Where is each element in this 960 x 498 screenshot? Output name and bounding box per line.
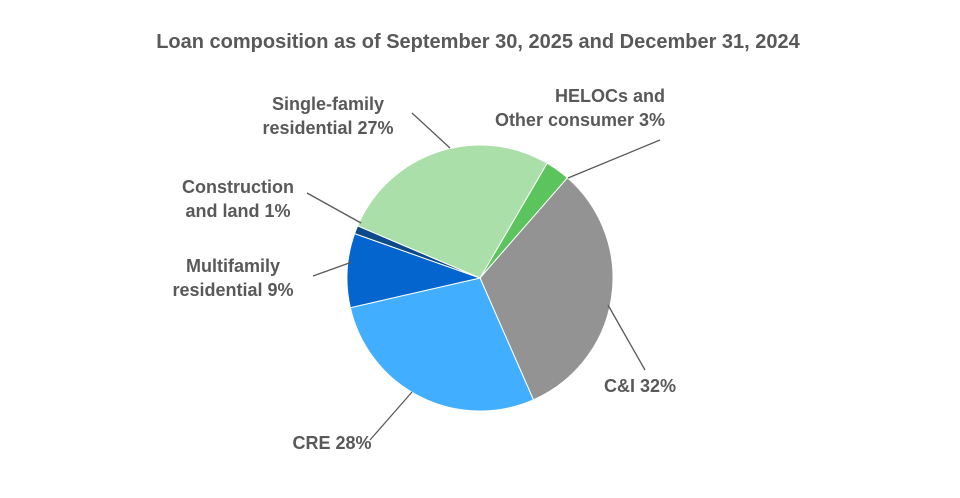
leader-lines (306, 112, 661, 441)
slice-label-line: C&I 32% (604, 376, 676, 396)
slice-label-helocs: HELOCs and Other consumer 3% (495, 86, 665, 130)
slice-label-multifamily: Multifamily residential 9% (172, 256, 293, 300)
leader-line-cre (369, 391, 413, 441)
slice-label-line: and land 1% (185, 201, 290, 221)
slice-label-singlefamily: Single-family residential 27% (262, 94, 393, 138)
pie-slice-singlefamily (357, 144, 548, 279)
slice-labels: HELOCs and Other consumer 3% C&I 32% CRE 28… (172, 86, 676, 453)
pie-slices (346, 144, 614, 412)
slice-label-line: Other consumer 3% (495, 110, 665, 130)
slice-label-line: Single-family (272, 94, 384, 114)
slice-label-line: HELOCs and (555, 86, 665, 106)
slice-label-cni: C&I 32% (604, 376, 676, 396)
pie-slice-cre (349, 277, 535, 412)
leader-line-helocs (567, 139, 661, 179)
leader-line-construction (306, 192, 362, 224)
slice-label-line: Construction (182, 177, 294, 197)
leader-line-singlefamily (411, 112, 451, 149)
slice-label-line: CRE 28% (292, 433, 371, 453)
slice-label-cre: CRE 28% (292, 433, 371, 453)
slice-label-line: Multifamily (186, 256, 280, 276)
chart-title: Loan composition as of September 30, 202… (156, 31, 800, 53)
leader-line-multifamily (312, 261, 353, 277)
slice-label-line: residential 9% (172, 280, 293, 300)
slice-label-construction: Construction and land 1% (182, 177, 294, 221)
pie-slice-cni (479, 177, 614, 401)
leader-line-cni (607, 304, 646, 371)
slice-label-line: residential 27% (262, 118, 393, 138)
